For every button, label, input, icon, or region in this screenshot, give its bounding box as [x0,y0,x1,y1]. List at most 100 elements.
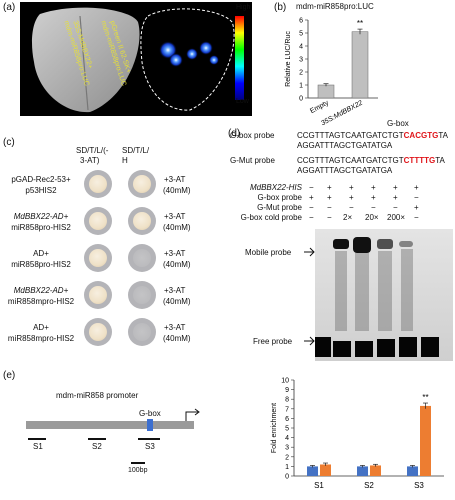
mobile-probe-label: Mobile probe [245,248,292,257]
y-tick-label: 2 [285,454,289,461]
chart-b-title: mdm-miR858pro:LUC [296,2,374,11]
scale-bar [131,462,145,464]
y-axis-label: Fold enrichment [271,403,278,453]
yeast-colony [89,175,107,193]
emsa-cell: + [371,183,376,192]
yeast-colony [89,249,107,267]
emsa-cell: 20× [365,213,379,222]
emsa-row-label: G-Mut probe [257,203,302,212]
emsa-cell: − [371,203,376,212]
emsa-cell: + [414,203,419,212]
y-tick-label: 5 [285,426,289,433]
emsa-cell: + [371,193,376,202]
emsa-gel-image [315,229,453,361]
y-tick-label: 0 [299,96,303,103]
left-leaf [32,7,140,113]
panel-e-label: (e) [3,370,16,381]
scale-high-label: High [236,4,251,11]
y-tick-label: 5 [299,31,303,38]
y-tick-label: 2 [299,70,303,77]
emsa-cell: − [309,213,314,222]
leaf-image-svg [32,7,235,113]
free-probe-label: Free probe [253,337,293,346]
x-tick-label: Empty [309,99,330,115]
bar [351,31,369,99]
gmut-probe-seq-line2: AGGATTTAGCTGATATGA [297,166,393,175]
yeast-colony [89,323,107,341]
gbox-box [147,419,153,431]
y-tick-label: 4 [299,44,303,51]
y-tick-label: 3 [285,445,289,452]
no-growth-spot [133,249,151,267]
y-axis-label: Relative LUC/Ruc [285,31,292,87]
treatment-label: +3-AT [164,323,186,332]
bar-series-1 [407,466,418,476]
emsa-row-label: G-box probe [257,193,302,202]
gbox-header: G-box [387,119,409,128]
emsa-row-label: G-box cold probe [240,213,302,222]
plate-nonselective [84,170,112,198]
y-tick-label: 7 [285,406,289,413]
free-probe-arrow-icon [304,336,315,346]
plate-selective [128,170,156,198]
bar-series-2 [370,465,381,476]
intensity-color-scale [235,16,244,100]
emsa-gel-svg [315,229,453,361]
gbox-probe-seq: CCGTTTAGTCAATGATCTGTCACGTGTA [297,131,448,140]
probe-seq-part-a: CCGTTTAGTCAATGATCTGT [297,131,404,140]
bar-series-2 [420,405,431,476]
emsa-cell: + [309,193,314,202]
promoter-diagram [26,408,200,440]
chart-e: 0 1 2 3 4 5 6 7 8 9 10 Fold enrichment S1 S2 S3 ** [271,378,444,490]
construct-line-2: miR858mpro-HIS2 [7,297,75,306]
gmut-probe-seq: CCGTTTAGTCAATGATCTGTCTTTTGTA [297,156,445,165]
emsa-cell: − [309,183,314,192]
panel-c-label: (c) [3,137,15,148]
y-tick-label: 9 [285,387,289,394]
yeast-colony [133,212,151,230]
plate-nonselective [84,244,112,272]
construct-line-1: AD+ [33,249,49,258]
emsa-row-label: MdBBX22-HIS [249,183,302,192]
emsa-cell: − [393,203,398,212]
x-tick-label: S2 [364,481,374,490]
mobile-probe-bands [333,237,413,253]
construct-line-1: AD+ [33,323,49,332]
promoter-label: mdm-miR858 promoter [56,391,139,400]
significance-mark: ** [357,19,363,28]
y-tick-label: 6 [285,416,289,423]
tss-arrow-icon [185,411,198,421]
construct-line-1: MdBBX22-AD+ [13,286,69,295]
y-tick-label: 4 [285,435,289,442]
col-header-1: SD/T/L/(- [76,146,109,155]
y-tick-label: 1 [299,83,303,90]
panel-d-label: (d) [228,128,241,139]
bar-series-1 [357,466,368,476]
free-probe-bands [315,337,439,357]
col-header-2b: H [122,156,128,165]
plate-selective [128,281,156,309]
emsa-cell: + [349,183,354,192]
luc-imaging-image: 35S:MdBBX22+ mdm-miR858pro:LUC pGreen II… [20,2,252,116]
plate-selective [128,244,156,272]
treatment-conc: (40mM) [163,260,191,269]
yeast-colony [89,212,107,230]
treatment-conc: (40mM) [163,223,191,232]
emsa-cell: + [327,183,332,192]
y-tick-label: 1 [285,464,289,471]
plate-nonselective [84,318,112,346]
mut-core-seq: CTTTTG [403,156,436,165]
site-s1-label: S1 [33,442,43,451]
y-tick-label: 3 [299,57,303,64]
panel-b-label: (b) [274,2,287,13]
plate-nonselective [84,281,112,309]
y-tick-label: 8 [285,397,289,404]
emsa-cell: − [327,213,332,222]
right-leaf-outline [140,8,235,111]
treatment-conc: (40mM) [163,186,191,195]
emsa-cell: + [327,193,332,202]
no-growth-spot [133,286,151,304]
yeast-colony [89,286,107,304]
gbox-probe-seq-line2: AGGATTTAGCTGATATGA [297,141,393,150]
